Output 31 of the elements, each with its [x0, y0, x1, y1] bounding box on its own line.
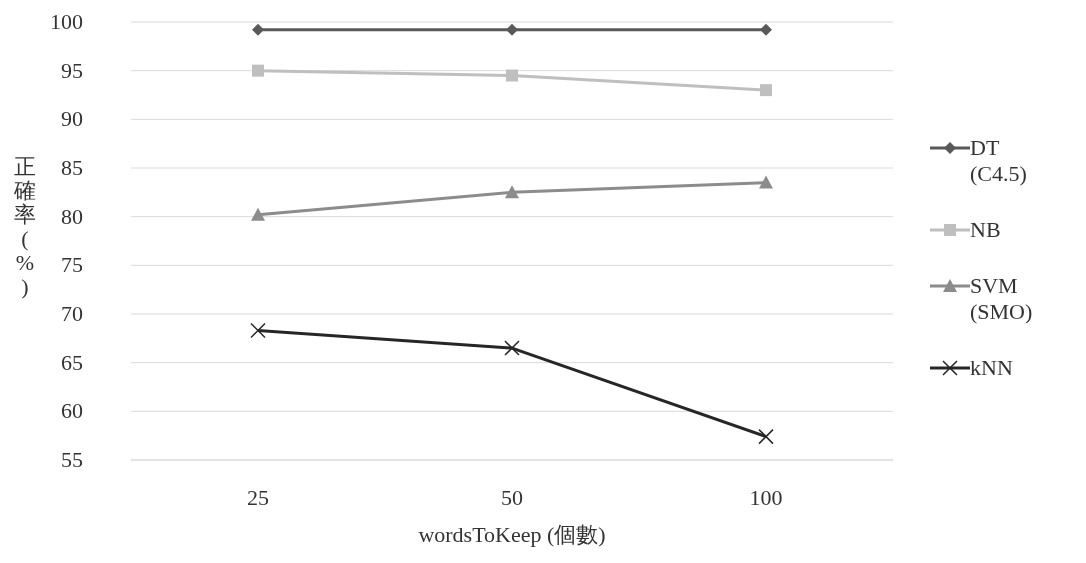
y-tick-label: 90 — [61, 106, 83, 132]
point — [759, 175, 773, 189]
legend-label: SVM (SMO) — [970, 273, 1034, 325]
x-tick-label: 50 — [501, 485, 523, 510]
point — [252, 23, 264, 36]
y-tick-label: 85 — [61, 155, 83, 180]
y-tick-label: 75 — [61, 252, 83, 278]
point — [504, 340, 520, 356]
point — [506, 69, 518, 82]
x-tick-label: 100 — [749, 485, 783, 510]
x-axis-title: wordsToKeep (個數) — [417, 521, 607, 549]
y-axis-title: 正確率(%) — [13, 154, 37, 299]
point — [760, 23, 772, 36]
legend-label: NB — [970, 217, 1002, 243]
x-tick-label: 25 — [247, 485, 269, 510]
point — [252, 64, 264, 77]
point — [505, 185, 519, 199]
point — [760, 84, 772, 97]
y-tick-label: 60 — [61, 398, 83, 424]
legend-label: kNN — [970, 355, 1014, 381]
y-tick-label: 100 — [50, 9, 83, 34]
y-tick-label: 70 — [61, 301, 83, 326]
y-tick-label: 80 — [61, 203, 83, 229]
y-tick-label: 95 — [61, 57, 83, 83]
y-tick-label: 65 — [61, 349, 83, 375]
point — [250, 322, 266, 339]
y-tick-label: 55 — [61, 447, 83, 472]
point — [506, 23, 518, 36]
point — [251, 207, 265, 221]
legend-label: DT (C4.5) — [970, 135, 1028, 187]
point — [758, 428, 774, 445]
